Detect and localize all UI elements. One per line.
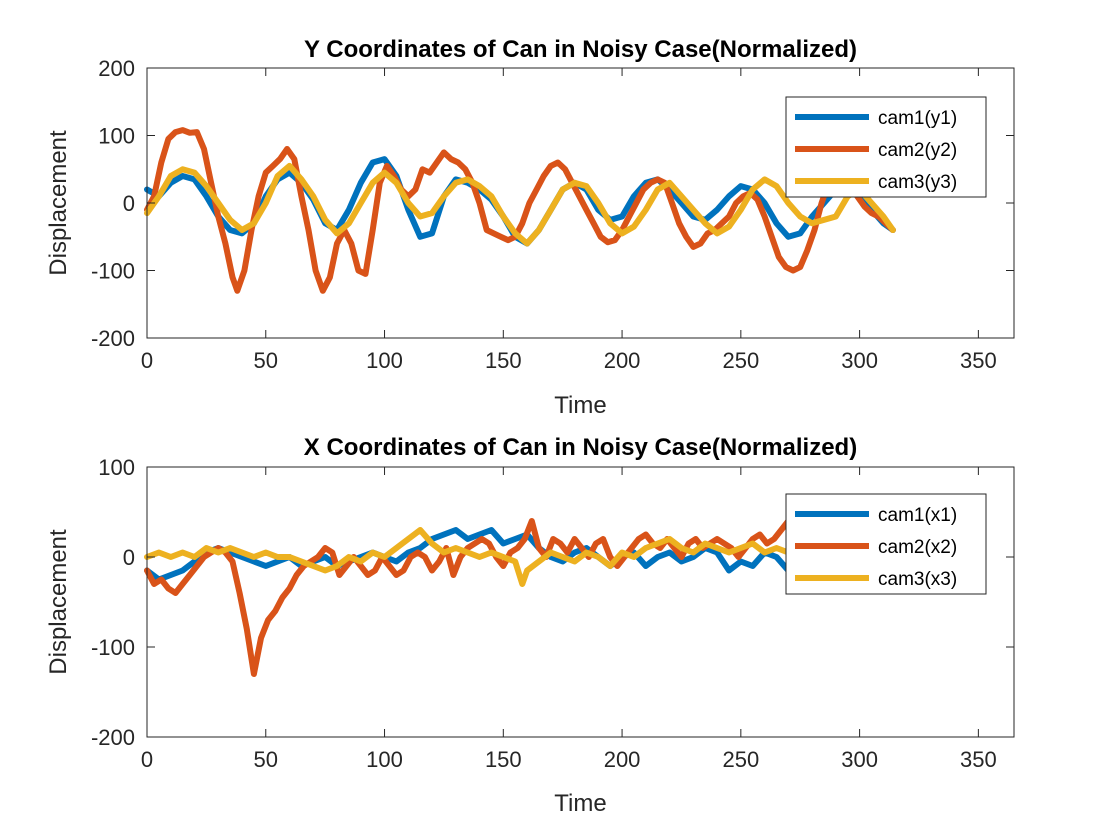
x-series-lines	[144, 518, 806, 677]
y-coordinates-panel: 0 50 100 150 200 250 300 350 -200 -100 0 100 200 Y C…	[45, 36, 1015, 419]
y-tick-label: -100	[91, 259, 135, 284]
y-panel-y-axis-label: Displacement	[45, 130, 72, 276]
x-tick-label: 350	[960, 348, 997, 373]
y-tick-label: -100	[91, 635, 135, 660]
legend-label: cam1(y1)	[878, 108, 957, 129]
legend-label: cam1(x1)	[878, 505, 957, 526]
legend-item-cam3-x3: cam3(x3)	[795, 569, 957, 590]
y-panel-x-axis-label: Time	[554, 392, 606, 419]
x-tick-label: 0	[141, 348, 153, 373]
x-tick-label: 50	[254, 348, 278, 373]
y-tick-label: 100	[98, 455, 135, 480]
x-tick-label: 250	[722, 747, 759, 772]
legend-item-cam1-y1: cam1(y1)	[795, 108, 957, 129]
y-axis-ticks: 0 50 100 150 200 250 300 350 -200 -100 0 100 200	[91, 56, 1014, 373]
x-axes-box	[146, 466, 1015, 738]
x-tick-label: 300	[841, 747, 878, 772]
x-tick-label: 250	[722, 348, 759, 373]
series-line-2	[144, 518, 806, 677]
x-coordinates-panel: 0 50 100 150 200 250 300 350 -200 -100 0 100 X Coor…	[45, 434, 1015, 817]
legend-label: cam2(x2)	[878, 537, 957, 558]
y-tick-label: 100	[98, 124, 135, 149]
legend-item-cam1-x1: cam1(x1)	[795, 505, 957, 526]
x-tick-label: 50	[254, 747, 278, 772]
y-tick-label: -200	[91, 725, 135, 750]
y-chart-title: Y Coordinates of Can in Noisy Case(Norma…	[304, 36, 857, 63]
x-axis-ticks: 0 50 100 150 200 250 300 350 -200 -100 0 100	[91, 455, 1014, 772]
x-panel-x-axis-label: Time	[554, 790, 606, 817]
y-tick-label: -200	[91, 326, 135, 351]
y-tick-label: 0	[123, 545, 135, 570]
x-chart-title: X Coordinates of Can in Noisy Case(Norma…	[304, 434, 857, 461]
x-tick-label: 100	[366, 747, 403, 772]
x-tick-label: 100	[366, 348, 403, 373]
y-legend: cam1(y1) cam2(y2) cam3(y3)	[785, 96, 987, 198]
y-tick-label: 0	[123, 191, 135, 216]
x-tick-label: 300	[841, 348, 878, 373]
legend-label: cam3(y3)	[878, 172, 957, 193]
series-line-1	[144, 527, 804, 583]
legend-item-cam2-y2: cam2(y2)	[795, 140, 957, 161]
y-series-lines	[144, 127, 896, 294]
x-panel-y-axis-label: Displacement	[45, 529, 72, 675]
legend-label: cam2(y2)	[878, 140, 957, 161]
x-tick-label: 350	[960, 747, 997, 772]
legend-item-cam2-x2: cam2(x2)	[795, 537, 957, 558]
series-line-2	[144, 127, 896, 294]
x-legend: cam1(x1) cam2(x2) cam3(x3)	[785, 493, 987, 595]
x-tick-label: 200	[604, 348, 641, 373]
x-tick-label: 0	[141, 747, 153, 772]
series-line-3	[144, 527, 804, 587]
x-tick-label: 150	[485, 747, 522, 772]
x-tick-label: 150	[485, 348, 522, 373]
y-tick-label: 200	[98, 56, 135, 81]
series-line-3	[144, 162, 896, 247]
x-tick-label: 200	[604, 747, 641, 772]
legend-item-cam3-y3: cam3(y3)	[795, 172, 957, 193]
legend-label: cam3(x3)	[878, 569, 957, 590]
